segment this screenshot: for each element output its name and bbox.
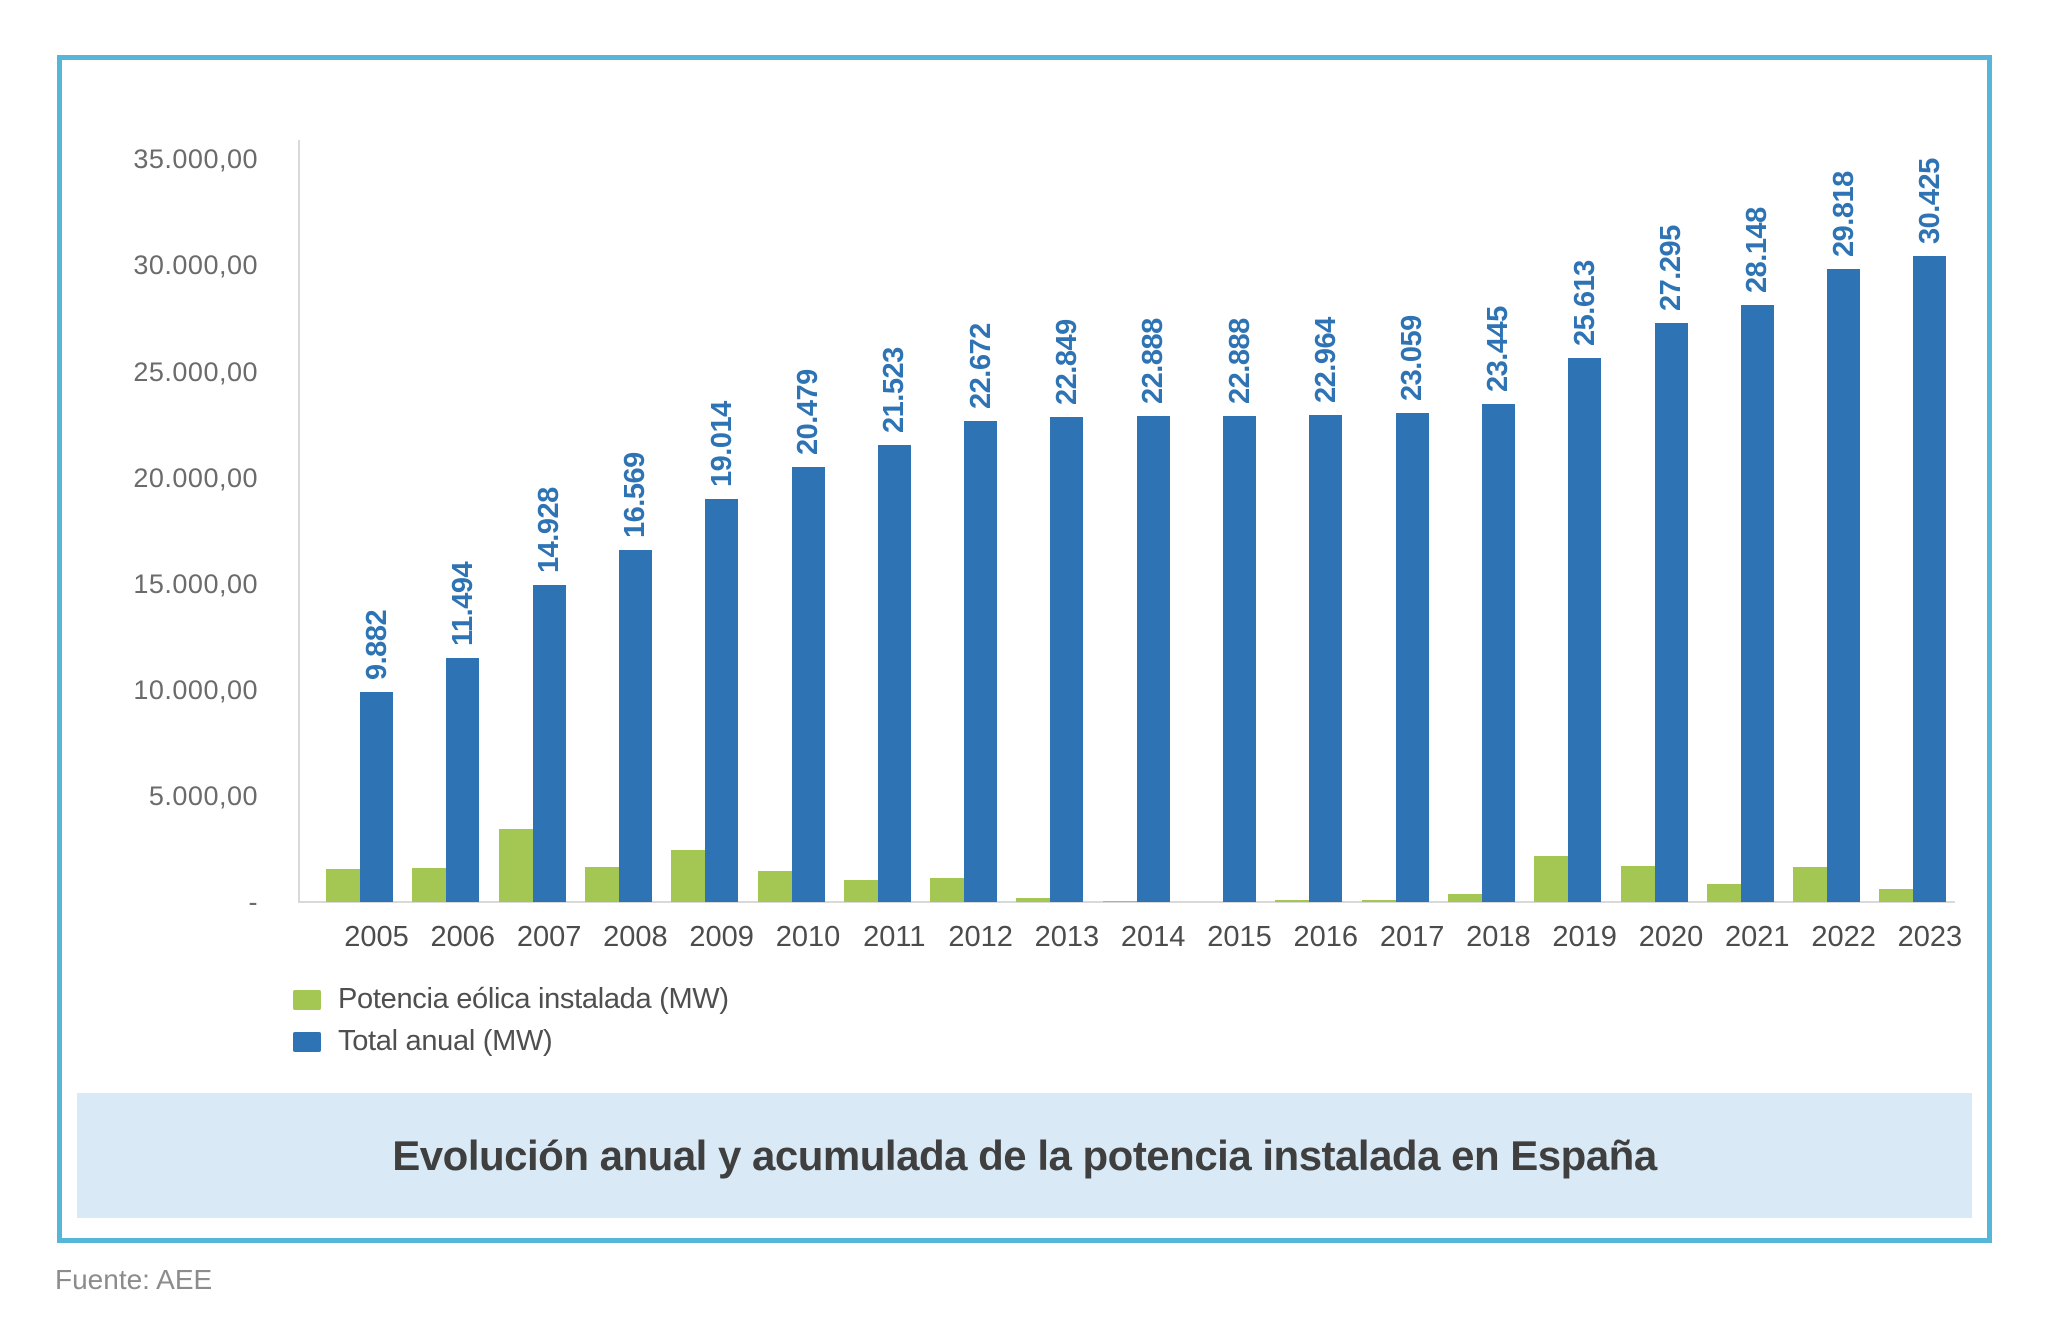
value-label-2020: 27.295 xyxy=(1655,225,1687,311)
x-tick-2019: 2019 xyxy=(1552,921,1617,953)
bar-total-2009 xyxy=(705,499,739,902)
bar-total-2016 xyxy=(1309,415,1343,902)
value-label-2014: 22.888 xyxy=(1137,318,1170,404)
x-tick-2021: 2021 xyxy=(1725,921,1790,953)
bar-total-2015 xyxy=(1223,416,1256,902)
bar-annual-2011 xyxy=(843,880,878,902)
bar-total-2022 xyxy=(1827,269,1861,902)
bar-total-2007 xyxy=(532,585,566,902)
legend-swatch-annual-icon xyxy=(293,989,321,1010)
y-tick-15000: 15.000,00 xyxy=(133,568,258,599)
bar-annual-2020 xyxy=(1620,866,1655,902)
legend-item-total: Total anual (MW) xyxy=(293,1025,729,1058)
legend-swatch-total-icon xyxy=(293,1031,321,1052)
x-axis-line xyxy=(298,901,1955,903)
bar-total-2020 xyxy=(1654,323,1688,902)
value-label-2006: 11.494 xyxy=(446,561,479,646)
y-tick-0: - xyxy=(248,887,258,917)
x-tick-2010: 2010 xyxy=(775,921,841,953)
value-label-2016: 22.964 xyxy=(1309,317,1342,403)
bar-annual-2008 xyxy=(584,867,619,902)
bar-annual-2016 xyxy=(1275,900,1310,902)
bar-annual-2005 xyxy=(326,869,360,902)
value-label-2007: 14.928 xyxy=(533,487,566,573)
bar-annual-2023 xyxy=(1879,889,1914,902)
bar-total-2011 xyxy=(877,445,911,902)
bar-total-2005 xyxy=(360,692,393,902)
bar-total-2010 xyxy=(791,467,825,902)
value-label-2019: 25.613 xyxy=(1568,260,1601,346)
value-label-2012: 22.672 xyxy=(964,323,997,409)
legend-label-annual: Potencia eólica instalada (MW) xyxy=(338,983,729,1015)
value-label-2008: 16.569 xyxy=(619,452,652,538)
bar-total-2006 xyxy=(446,658,480,902)
chart-title: Evolución anual y acumulada de la potenc… xyxy=(392,1131,1657,1179)
bar-total-2008 xyxy=(618,550,652,902)
x-tick-2008: 2008 xyxy=(603,921,668,953)
bar-total-2023 xyxy=(1913,256,1947,902)
plot-area: 35.000,00 30.000,00 25.000,00 20.000,00 15.0… xyxy=(62,60,1987,1238)
bar-annual-2022 xyxy=(1793,867,1828,902)
value-label-2005: 9.882 xyxy=(360,609,393,680)
bar-total-2014 xyxy=(1136,416,1170,902)
title-band: Evolución anual y acumulada de la potenc… xyxy=(77,1093,1972,1218)
bar-annual-2009 xyxy=(671,850,706,902)
x-tick-2017: 2017 xyxy=(1379,921,1445,953)
value-label-2021: 28.148 xyxy=(1741,207,1774,293)
x-tick-2009: 2009 xyxy=(689,921,754,953)
y-tick-35000: 35.000,00 xyxy=(133,144,258,175)
x-tick-2006: 2006 xyxy=(430,921,496,953)
value-label-2010: 20.479 xyxy=(792,369,824,455)
value-label-2017: 23.059 xyxy=(1396,315,1429,401)
bar-annual-2019 xyxy=(1534,856,1569,902)
source-note: Fuente: AEE xyxy=(55,1264,213,1295)
x-tick-2007: 2007 xyxy=(516,921,582,953)
bar-total-2013 xyxy=(1050,417,1084,902)
bar-annual-2006 xyxy=(412,868,447,902)
x-tick-2023: 2023 xyxy=(1897,921,1963,953)
y-axis-line xyxy=(298,140,300,902)
value-label-2009: 19.014 xyxy=(705,401,738,487)
x-tick-2005: 2005 xyxy=(344,921,409,953)
bar-annual-2014 xyxy=(1102,901,1137,902)
y-tick-20000: 20.000,00 xyxy=(133,462,258,493)
bar-annual-2021 xyxy=(1706,884,1741,902)
y-tick-10000: 10.000,00 xyxy=(133,674,258,705)
bar-total-2021 xyxy=(1740,305,1774,902)
bar-annual-2007 xyxy=(498,829,533,902)
value-label-2015: 22.888 xyxy=(1223,318,1256,404)
bar-annual-2018 xyxy=(1447,894,1482,902)
x-tick-2013: 2013 xyxy=(1034,921,1100,953)
x-tick-2018: 2018 xyxy=(1466,921,1531,953)
value-label-2018: 23.445 xyxy=(1482,306,1515,392)
y-tick-30000: 30.000,00 xyxy=(133,250,258,281)
value-label-2013: 22.849 xyxy=(1050,319,1083,405)
x-tick-2016: 2016 xyxy=(1293,921,1359,953)
y-tick-5000: 5.000,00 xyxy=(148,780,258,811)
bar-total-2012 xyxy=(964,421,998,902)
bar-total-2019 xyxy=(1568,358,1602,902)
bar-annual-2012 xyxy=(930,878,965,902)
bar-annual-2010 xyxy=(757,871,792,902)
value-label-2011: 21.523 xyxy=(878,347,911,433)
legend: Potencia eólica instalada (MW) Total anu… xyxy=(293,983,729,1058)
bar-total-2017 xyxy=(1395,413,1429,902)
legend-item-annual: Potencia eólica instalada (MW) xyxy=(293,983,729,1016)
chart-frame: 35.000,00 30.000,00 25.000,00 20.000,00 15.0… xyxy=(57,55,1992,1243)
x-tick-2014: 2014 xyxy=(1120,921,1186,953)
x-tick-2015: 2015 xyxy=(1207,921,1272,953)
x-tick-2012: 2012 xyxy=(948,921,1013,953)
bar-annual-2013 xyxy=(1016,898,1051,902)
bar-total-2018 xyxy=(1481,404,1515,902)
x-tick-2020: 2020 xyxy=(1638,921,1704,953)
legend-label-total: Total anual (MW) xyxy=(338,1025,553,1057)
y-tick-25000: 25.000,00 xyxy=(133,356,258,387)
value-label-2023: 30.425 xyxy=(1913,158,1946,244)
x-tick-2022: 2022 xyxy=(1811,921,1876,953)
bar-annual-2017 xyxy=(1361,900,1396,902)
x-tick-2011: 2011 xyxy=(863,921,926,953)
value-label-2022: 29.818 xyxy=(1827,171,1860,257)
